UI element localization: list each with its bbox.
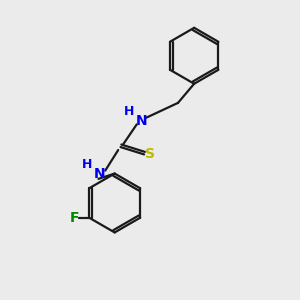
Text: N: N <box>135 114 147 128</box>
Text: H: H <box>82 158 92 171</box>
Text: H: H <box>124 105 134 118</box>
Text: F: F <box>70 211 79 225</box>
Text: S: S <box>145 147 155 161</box>
Text: N: N <box>94 167 106 181</box>
